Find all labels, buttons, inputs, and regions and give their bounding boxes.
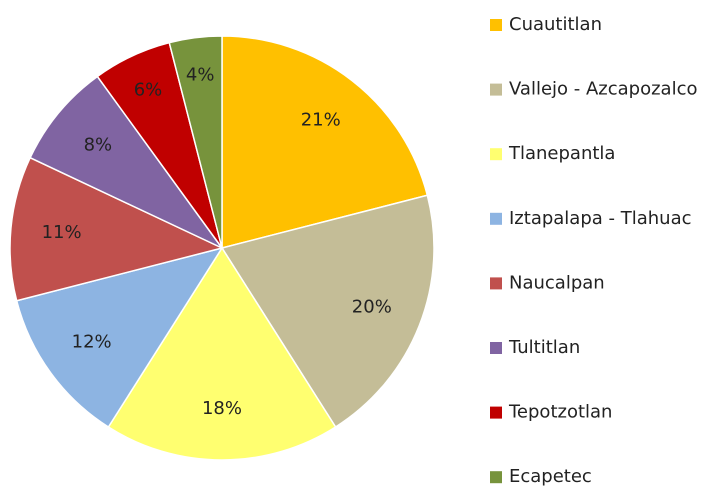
- legend-swatch: [490, 148, 502, 161]
- pie-slice: [107, 246, 337, 461]
- pie-slice: [29, 75, 223, 249]
- legend-label: Tultitlan: [508, 337, 580, 358]
- data-label: 18%: [202, 398, 242, 419]
- legend-swatch: [490, 342, 502, 354]
- legend-swatch: [490, 471, 502, 484]
- legend-swatch: [490, 83, 502, 96]
- legend-label: Naucalpan: [509, 272, 605, 293]
- data-label: 11%: [42, 222, 82, 243]
- data-label: 8%: [84, 134, 113, 155]
- legend-swatch: [490, 277, 502, 290]
- legend-label: Iztapalapa - Tlahuac: [509, 208, 692, 229]
- pie-slice: [15, 246, 224, 429]
- legend-label: Cuautitlan: [509, 14, 602, 35]
- legend-swatch: [490, 19, 502, 31]
- legend-label: Ecapetec: [509, 466, 592, 487]
- legend-label: Tepotzotlan: [508, 402, 612, 423]
- data-label: 6%: [134, 80, 163, 101]
- pie-slice: [221, 35, 429, 249]
- pie-slice: [9, 156, 225, 302]
- data-label: 21%: [301, 110, 341, 131]
- data-label: 4%: [186, 65, 215, 86]
- data-label: 12%: [72, 332, 112, 353]
- pie-slice: [220, 194, 435, 429]
- legend-swatch: [490, 212, 502, 225]
- data-label: 20%: [352, 296, 392, 317]
- legend-swatch: [490, 406, 502, 419]
- pie-slice: [168, 35, 223, 249]
- legend-label: Tlanepantla: [508, 143, 615, 164]
- legend-label: Vallejo - Azcapozalco: [509, 79, 698, 100]
